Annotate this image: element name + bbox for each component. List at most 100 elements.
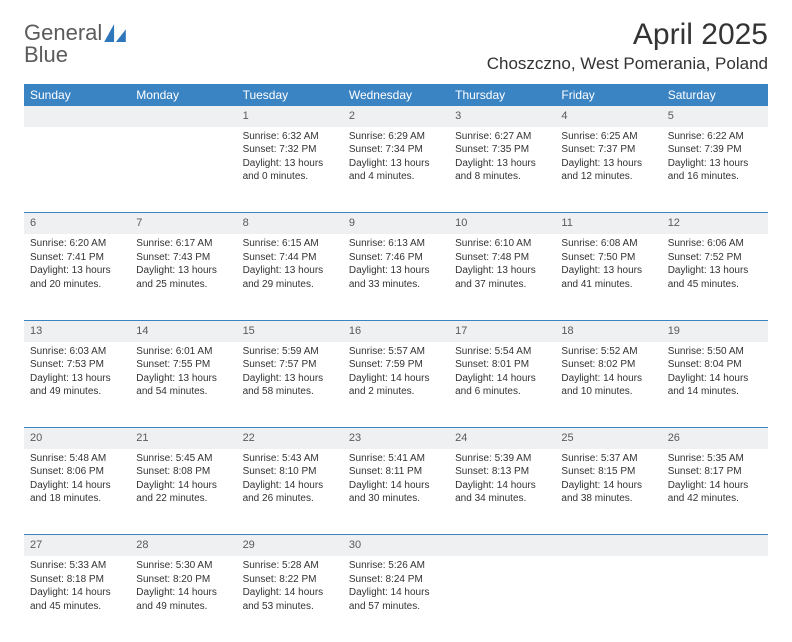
day-cell: Sunrise: 5:48 AMSunset: 8:06 PMDaylight:… — [24, 449, 130, 535]
sunset-line: Sunset: 7:55 PM — [136, 358, 230, 372]
day-cell — [24, 127, 130, 213]
day-cell: Sunrise: 5:39 AMSunset: 8:13 PMDaylight:… — [449, 449, 555, 535]
day-number-cell: 18 — [555, 320, 661, 341]
day-number-cell: 2 — [343, 106, 449, 127]
sunrise-line: Sunrise: 6:27 AM — [455, 130, 549, 144]
sunrise-line: Sunrise: 5:57 AM — [349, 345, 443, 359]
daylight-line: Daylight: 14 hours and 30 minutes. — [349, 479, 443, 506]
sunrise-line: Sunrise: 5:52 AM — [561, 345, 655, 359]
logo-sail-icon — [104, 24, 126, 42]
day-number-cell — [555, 535, 661, 556]
day-header-row: SundayMondayTuesdayWednesdayThursdayFrid… — [24, 84, 768, 106]
daylight-line: Daylight: 14 hours and 22 minutes. — [136, 479, 230, 506]
sunset-line: Sunset: 8:08 PM — [136, 465, 230, 479]
sunrise-line: Sunrise: 5:26 AM — [349, 559, 443, 573]
day-cell: Sunrise: 5:50 AMSunset: 8:04 PMDaylight:… — [662, 342, 768, 428]
sunrise-line: Sunrise: 5:35 AM — [668, 452, 762, 466]
day-cell: Sunrise: 5:43 AMSunset: 8:10 PMDaylight:… — [237, 449, 343, 535]
sunrise-line: Sunrise: 5:48 AM — [30, 452, 124, 466]
daylight-line: Daylight: 13 hours and 4 minutes. — [349, 157, 443, 184]
daylight-line: Daylight: 14 hours and 34 minutes. — [455, 479, 549, 506]
daylight-line: Daylight: 14 hours and 57 minutes. — [349, 586, 443, 613]
logo-text-line1: General — [24, 22, 102, 44]
daylight-line: Daylight: 13 hours and 33 minutes. — [349, 264, 443, 291]
week-row: Sunrise: 5:48 AMSunset: 8:06 PM Daylight:… — [24, 449, 768, 535]
daylight-line: Daylight: 13 hours and 25 minutes. — [136, 264, 230, 291]
sunrise-line: Sunrise: 5:39 AM — [455, 452, 549, 466]
day-cell: Sunrise: 5:52 AMSunset: 8:02 PMDaylight:… — [555, 342, 661, 428]
day-cell: Sunrise: 5:57 AMSunset: 7:59 PMDaylight:… — [343, 342, 449, 428]
daylight-line: Daylight: 14 hours and 2 minutes. — [349, 372, 443, 399]
daylight-line: Daylight: 14 hours and 38 minutes. — [561, 479, 655, 506]
daylight-line: Daylight: 13 hours and 58 minutes. — [243, 372, 337, 399]
sunset-line: Sunset: 8:17 PM — [668, 465, 762, 479]
daynum-row: 12345 — [24, 106, 768, 127]
day-cell — [130, 127, 236, 213]
daylight-line: Daylight: 14 hours and 26 minutes. — [243, 479, 337, 506]
day-number-cell: 9 — [343, 213, 449, 234]
sunrise-line: Sunrise: 6:08 AM — [561, 237, 655, 251]
sunset-line: Sunset: 8:06 PM — [30, 465, 124, 479]
day-cell: Sunrise: 6:13 AMSunset: 7:46 PMDaylight:… — [343, 234, 449, 320]
day-number-cell: 7 — [130, 213, 236, 234]
daylight-line: Daylight: 14 hours and 42 minutes. — [668, 479, 762, 506]
sunset-line: Sunset: 7:48 PM — [455, 251, 549, 265]
day-cell — [449, 556, 555, 642]
sunset-line: Sunset: 8:01 PM — [455, 358, 549, 372]
sunrise-line: Sunrise: 5:45 AM — [136, 452, 230, 466]
day-cell: Sunrise: 5:54 AMSunset: 8:01 PMDaylight:… — [449, 342, 555, 428]
week-row: Sunrise: 6:32 AMSunset: 7:32 PMDaylight:… — [24, 127, 768, 213]
day-number-cell: 27 — [24, 535, 130, 556]
day-cell: Sunrise: 6:01 AMSunset: 7:55 PMDaylight:… — [130, 342, 236, 428]
day-number-cell: 26 — [662, 428, 768, 449]
daynum-row: 6789101112 — [24, 213, 768, 234]
sunset-line: Sunset: 8:02 PM — [561, 358, 655, 372]
day-number-cell: 6 — [24, 213, 130, 234]
sunrise-line: Sunrise: 6:29 AM — [349, 130, 443, 144]
daylight-line: Daylight: 13 hours and 54 minutes. — [136, 372, 230, 399]
day-number-cell: 11 — [555, 213, 661, 234]
logo: General Blue — [24, 18, 126, 66]
day-number-cell: 19 — [662, 320, 768, 341]
day-number-cell: 1 — [237, 106, 343, 127]
sunrise-line: Sunrise: 6:17 AM — [136, 237, 230, 251]
sunset-line: Sunset: 8:22 PM — [243, 573, 337, 587]
calendar-table: SundayMondayTuesdayWednesdayThursdayFrid… — [24, 84, 768, 642]
day-cell: Sunrise: 5:30 AMSunset: 8:20 PMDaylight:… — [130, 556, 236, 642]
day-cell: Sunrise: 6:22 AMSunset: 7:39 PMDaylight:… — [662, 127, 768, 213]
daylight-line: Daylight: 13 hours and 20 minutes. — [30, 264, 124, 291]
sunrise-line: Sunrise: 5:37 AM — [561, 452, 655, 466]
daylight-line: Daylight: 13 hours and 29 minutes. — [243, 264, 337, 291]
day-number-cell: 17 — [449, 320, 555, 341]
day-number-cell: 28 — [130, 535, 236, 556]
daylight-line: Daylight: 13 hours and 37 minutes. — [455, 264, 549, 291]
day-header: Friday — [555, 84, 661, 106]
day-header: Saturday — [662, 84, 768, 106]
daylight-line: Daylight: 13 hours and 8 minutes. — [455, 157, 549, 184]
sunrise-line: Sunrise: 5:50 AM — [668, 345, 762, 359]
daylight-line: Daylight: 13 hours and 49 minutes. — [30, 372, 124, 399]
sunset-line: Sunset: 7:39 PM — [668, 143, 762, 157]
daylight-line: Daylight: 13 hours and 12 minutes. — [561, 157, 655, 184]
sunset-line: Sunset: 8:13 PM — [455, 465, 549, 479]
sunrise-line: Sunrise: 5:54 AM — [455, 345, 549, 359]
sunrise-line: Sunrise: 6:32 AM — [243, 130, 337, 144]
sunset-line: Sunset: 7:52 PM — [668, 251, 762, 265]
sunrise-line: Sunrise: 6:25 AM — [561, 130, 655, 144]
sunset-line: Sunset: 7:59 PM — [349, 358, 443, 372]
day-number-cell: 13 — [24, 320, 130, 341]
sunrise-line: Sunrise: 6:13 AM — [349, 237, 443, 251]
sunrise-line: Sunrise: 5:43 AM — [243, 452, 337, 466]
day-number-cell: 25 — [555, 428, 661, 449]
daylight-line: Daylight: 14 hours and 10 minutes. — [561, 372, 655, 399]
day-cell: Sunrise: 6:25 AMSunset: 7:37 PMDaylight:… — [555, 127, 661, 213]
daylight-line: Daylight: 14 hours and 49 minutes. — [136, 586, 230, 613]
day-number-cell: 23 — [343, 428, 449, 449]
day-number-cell: 14 — [130, 320, 236, 341]
page: General Blue April 2025 Choszczno, West … — [0, 0, 792, 642]
day-cell: Sunrise: 5:37 AMSunset: 8:15 PMDaylight:… — [555, 449, 661, 535]
daylight-line: Daylight: 13 hours and 16 minutes. — [668, 157, 762, 184]
day-number-cell: 29 — [237, 535, 343, 556]
daylight-line: Daylight: 13 hours and 41 minutes. — [561, 264, 655, 291]
day-cell: Sunrise: 6:17 AMSunset: 7:43 PMDaylight:… — [130, 234, 236, 320]
